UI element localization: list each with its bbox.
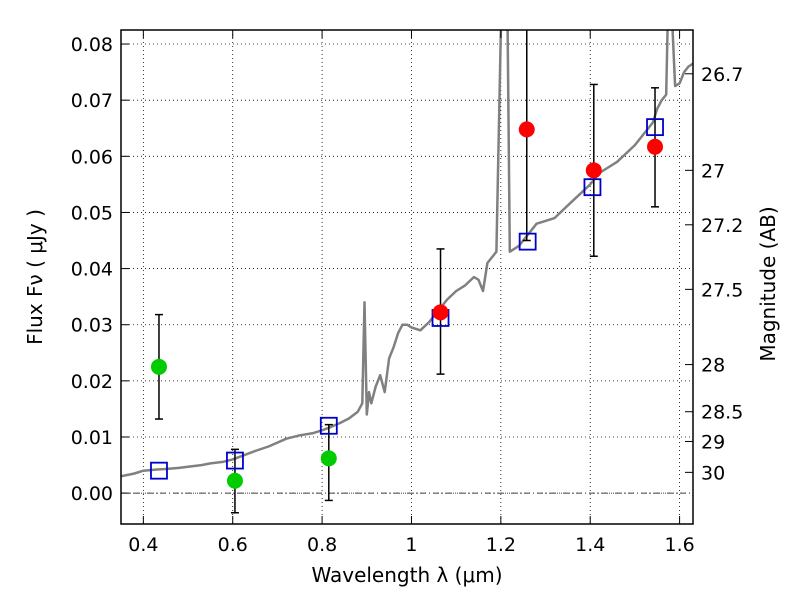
y2-tick-label: 26.7 xyxy=(701,64,743,86)
model-point xyxy=(518,232,537,251)
y-tick-label: 0.02 xyxy=(71,371,113,393)
y2-tick-label: 28 xyxy=(701,355,725,377)
x-tick-label: 1.4 xyxy=(575,534,605,556)
upper-limit-point xyxy=(150,358,167,375)
y2-tick-label: 27.5 xyxy=(701,279,743,301)
detection-point xyxy=(518,121,535,138)
x-tick-label: 1.6 xyxy=(664,534,694,556)
upper-limit-point xyxy=(320,450,337,467)
detection-point xyxy=(432,304,449,321)
x-tick-label: 1.2 xyxy=(486,534,516,556)
y-tick-label: 0.07 xyxy=(71,90,113,112)
upper-limit-point xyxy=(226,472,243,489)
model-point xyxy=(319,416,338,435)
grid xyxy=(121,30,693,524)
x-tick-label: 1 xyxy=(405,534,417,556)
x-tick-label: 0.6 xyxy=(218,534,248,556)
y2-tick-label: 29 xyxy=(701,431,725,453)
detection-point xyxy=(647,138,664,155)
y-tick-label: 0.06 xyxy=(71,146,113,168)
y2-tick-label: 30 xyxy=(701,462,725,484)
plot-area xyxy=(121,30,693,514)
x-tick-label: 0.8 xyxy=(307,534,337,556)
y-tick-label: 0.03 xyxy=(71,315,113,337)
y-tick-label: 0.01 xyxy=(71,427,113,449)
y2-tick-label: 27 xyxy=(701,160,725,182)
y2-tick-label: 28.5 xyxy=(701,402,743,424)
y-tick-label: 0.00 xyxy=(71,483,113,505)
y-axis-label: Flux Fν ( μJy ) xyxy=(23,209,47,345)
plot-frame xyxy=(120,29,694,525)
y2-axis-label: Magnitude (AB) xyxy=(756,206,780,361)
model-point xyxy=(150,461,168,480)
x-tick-label: 0.4 xyxy=(128,534,158,556)
y-tick-label: 0.05 xyxy=(71,202,113,224)
spectrum-line xyxy=(121,30,693,478)
x-axis-label: Wavelength λ (μm) xyxy=(311,563,502,587)
y2-tick-label: 27.2 xyxy=(701,215,743,237)
model-point xyxy=(226,451,244,470)
y-tick-label: 0.08 xyxy=(71,34,113,56)
detection-point xyxy=(585,162,602,179)
model-point xyxy=(583,178,602,197)
axis-ticks: 0.4 0.6 0.8 1 1.2 1.4 1.6 0.00 0.01 0.02 0.03 0.04 0… xyxy=(71,30,743,556)
y-tick-label: 0.04 xyxy=(71,259,113,281)
model-point xyxy=(646,118,664,137)
